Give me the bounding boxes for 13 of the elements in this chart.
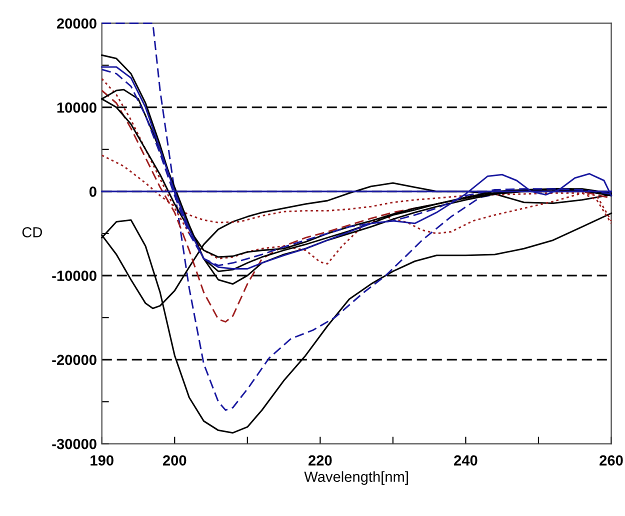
y-tick-label: -30000 [52, 438, 96, 450]
x-tick-label: 260 [600, 455, 623, 466]
x-tick-label: 220 [308, 455, 332, 466]
x-tick-label: 240 [454, 455, 478, 466]
y-tick-label: 0 [89, 186, 96, 197]
y-tick-label: 20000 [56, 18, 96, 29]
x-axis-title: Wavelength[nm] [304, 471, 408, 485]
x-tick-label: 200 [162, 455, 186, 466]
y-tick-label: -10000 [52, 270, 96, 281]
y-tick-label: -20000 [52, 354, 96, 366]
x-tick-label: 190 [90, 455, 114, 466]
y-axis-title: CD [22, 227, 42, 238]
y-tick-label: 10000 [57, 102, 96, 113]
